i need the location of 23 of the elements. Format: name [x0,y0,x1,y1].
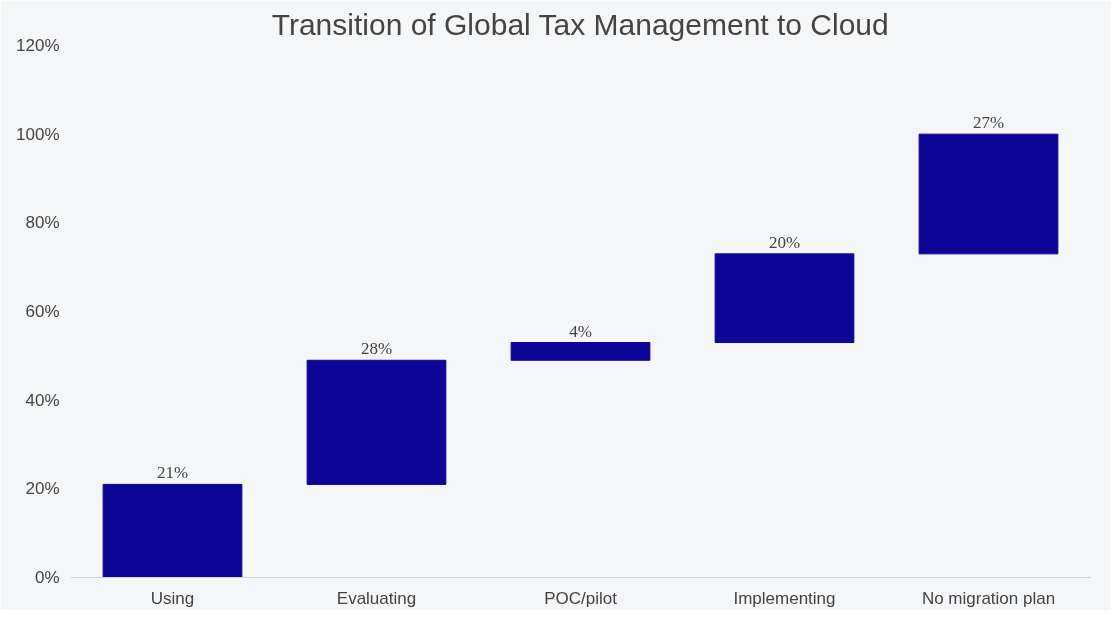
y-tick-label: 100% [16,124,60,144]
y-tick-label: 40% [25,390,60,410]
data-label: 4% [569,321,592,341]
data-label: 21% [156,463,189,483]
bar [306,359,447,485]
data-label: 28% [360,339,393,359]
y-tick-label: 120% [16,36,60,55]
y-tick-label: 80% [25,213,60,233]
bar [510,342,651,361]
bar [714,253,855,344]
x-tick-label: No migration plan [921,588,1056,608]
chart-title: Transition of Global Tax Management to Cloud [271,7,889,41]
data-label: 27% [972,113,1005,133]
x-tick-label: Evaluating [336,588,417,608]
x-tick-label: Using [150,588,195,608]
x-tick-label: Implementing [733,588,836,608]
bar [918,133,1059,255]
y-tick-label: 0% [34,568,60,587]
x-tick-label: POC/pilot [544,588,618,608]
y-tick-label: 20% [25,479,60,499]
y-tick-label: 60% [25,302,60,321]
data-label: 20% [768,232,801,252]
bar [102,483,243,578]
